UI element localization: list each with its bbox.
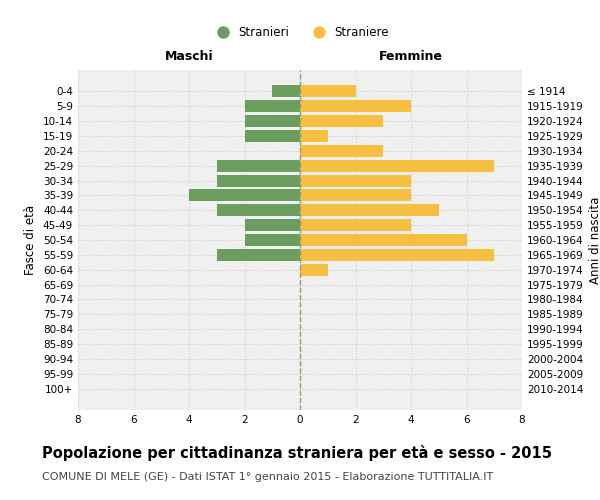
Bar	[245, 219, 300, 231]
Bar	[300, 115, 383, 127]
Bar	[272, 86, 300, 98]
Legend: Stranieri, Straniere: Stranieri, Straniere	[206, 22, 394, 44]
Bar	[245, 130, 300, 142]
Bar	[300, 130, 328, 142]
Text: COMUNE DI MELE (GE) - Dati ISTAT 1° gennaio 2015 - Elaborazione TUTTITALIA.IT: COMUNE DI MELE (GE) - Dati ISTAT 1° genn…	[42, 472, 493, 482]
Y-axis label: Fasce di età: Fasce di età	[25, 205, 37, 275]
Bar	[189, 190, 300, 202]
Bar	[300, 264, 328, 276]
Bar	[300, 204, 439, 216]
Bar	[217, 174, 300, 186]
Bar	[245, 100, 300, 112]
Bar	[300, 160, 494, 172]
Text: Femmine: Femmine	[379, 50, 443, 63]
Bar	[217, 249, 300, 261]
Bar	[300, 100, 411, 112]
Bar	[300, 174, 411, 186]
Text: Popolazione per cittadinanza straniera per età e sesso - 2015: Popolazione per cittadinanza straniera p…	[42, 445, 552, 461]
Bar	[245, 115, 300, 127]
Bar	[300, 219, 411, 231]
Text: Maschi: Maschi	[164, 50, 214, 63]
Bar	[245, 234, 300, 246]
Bar	[217, 204, 300, 216]
Y-axis label: Anni di nascita: Anni di nascita	[589, 196, 600, 284]
Bar	[300, 249, 494, 261]
Bar	[300, 145, 383, 157]
Bar	[300, 190, 411, 202]
Bar	[300, 234, 467, 246]
Bar	[300, 86, 355, 98]
Bar	[217, 160, 300, 172]
